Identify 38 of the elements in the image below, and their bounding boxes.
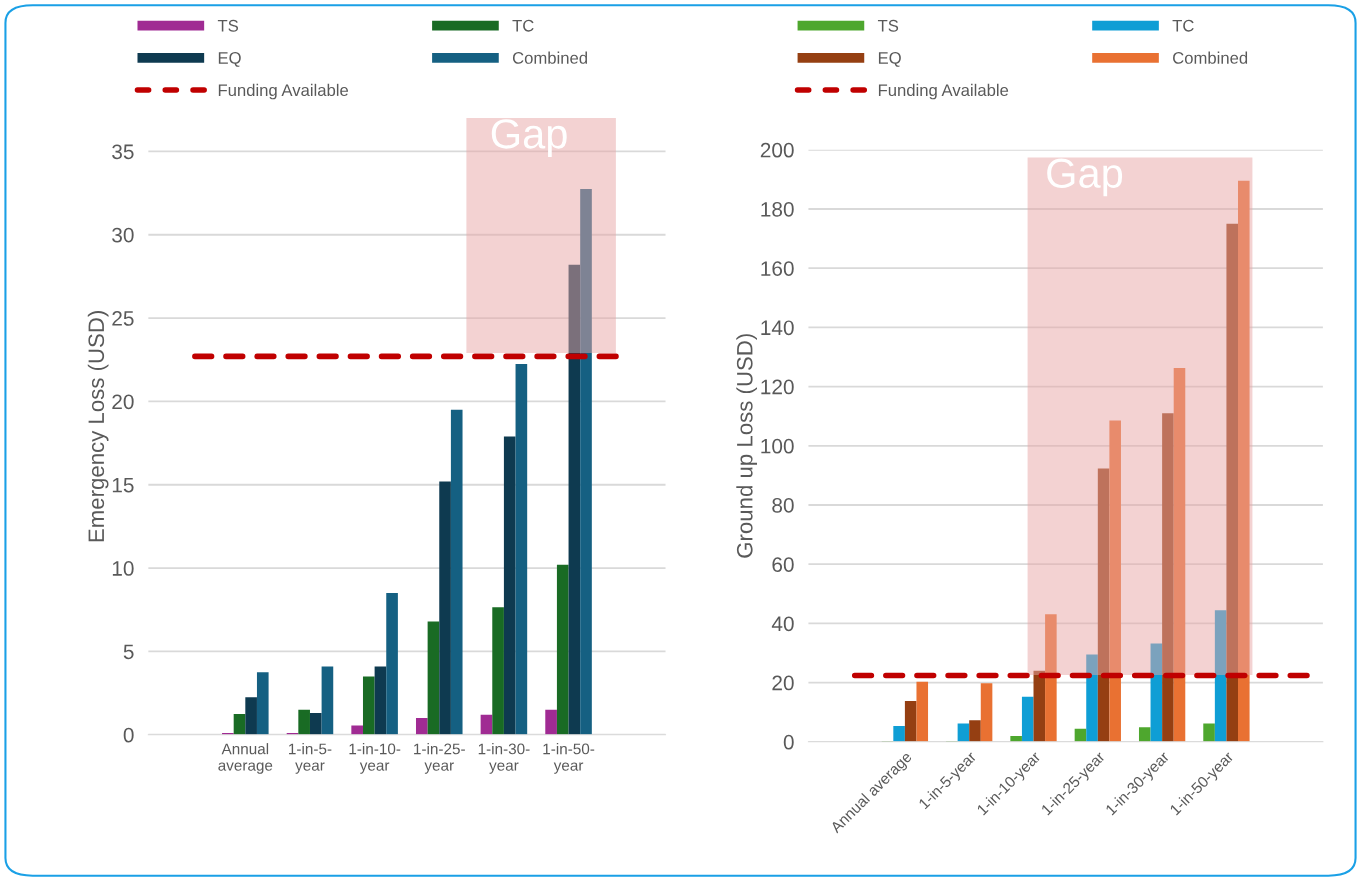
x-tick-label: 1-in-5-year (289, 743, 332, 774)
y-tick-label: 180 (761, 201, 794, 217)
x-tick-label: 1-in-25-year (414, 743, 465, 774)
y-tick-label: 5 (123, 644, 134, 660)
y-tick-label: 200 (760, 142, 794, 158)
y-tick-label: 20 (112, 394, 134, 410)
y-tick-label: 60 (772, 557, 794, 572)
x-tick-label: 1-in-50-year (543, 743, 595, 774)
y-tick-label: 120 (761, 379, 794, 395)
y-tick-label: 100 (761, 438, 794, 454)
legend-label: TC (1172, 19, 1194, 32)
y-tick-label: 40 (771, 616, 794, 632)
y-tick-label: 10 (112, 561, 134, 576)
y-tick-label: 160 (761, 261, 794, 276)
legend-label: Combined (1173, 51, 1248, 64)
y-tick-label: 25 (112, 311, 134, 326)
legend-label: TS (877, 19, 899, 32)
band-label: Gap (491, 119, 567, 157)
y-tick-label: 140 (761, 320, 794, 336)
y-tick-label: 30 (112, 227, 134, 243)
y-axis-title: Emergency Loss (USD) (87, 311, 109, 542)
y-tick-label: 0 (123, 727, 134, 743)
y-tick-label: 0 (783, 734, 794, 750)
x-tick-label: 1-in-10-year (349, 743, 401, 774)
x-tick-label: 1-in-30-year (478, 743, 530, 774)
legend-label: EQ (218, 52, 241, 67)
legend-label: EQ (878, 52, 901, 67)
legend-label: Combined (512, 51, 587, 64)
y-tick-label: 15 (112, 477, 134, 493)
x-tick-label: Annual average (218, 743, 273, 774)
legend-label: TC (512, 19, 534, 32)
y-tick-label: 20 (772, 675, 794, 691)
legend-label: Funding Available (878, 83, 1009, 100)
y-axis-title: Ground up Loss (USD) (736, 334, 758, 558)
legend-label: Funding Available (218, 83, 349, 100)
y-tick-label: 80 (772, 497, 794, 513)
legend-label: TS (217, 19, 239, 32)
y-tick-label: 35 (112, 144, 134, 160)
